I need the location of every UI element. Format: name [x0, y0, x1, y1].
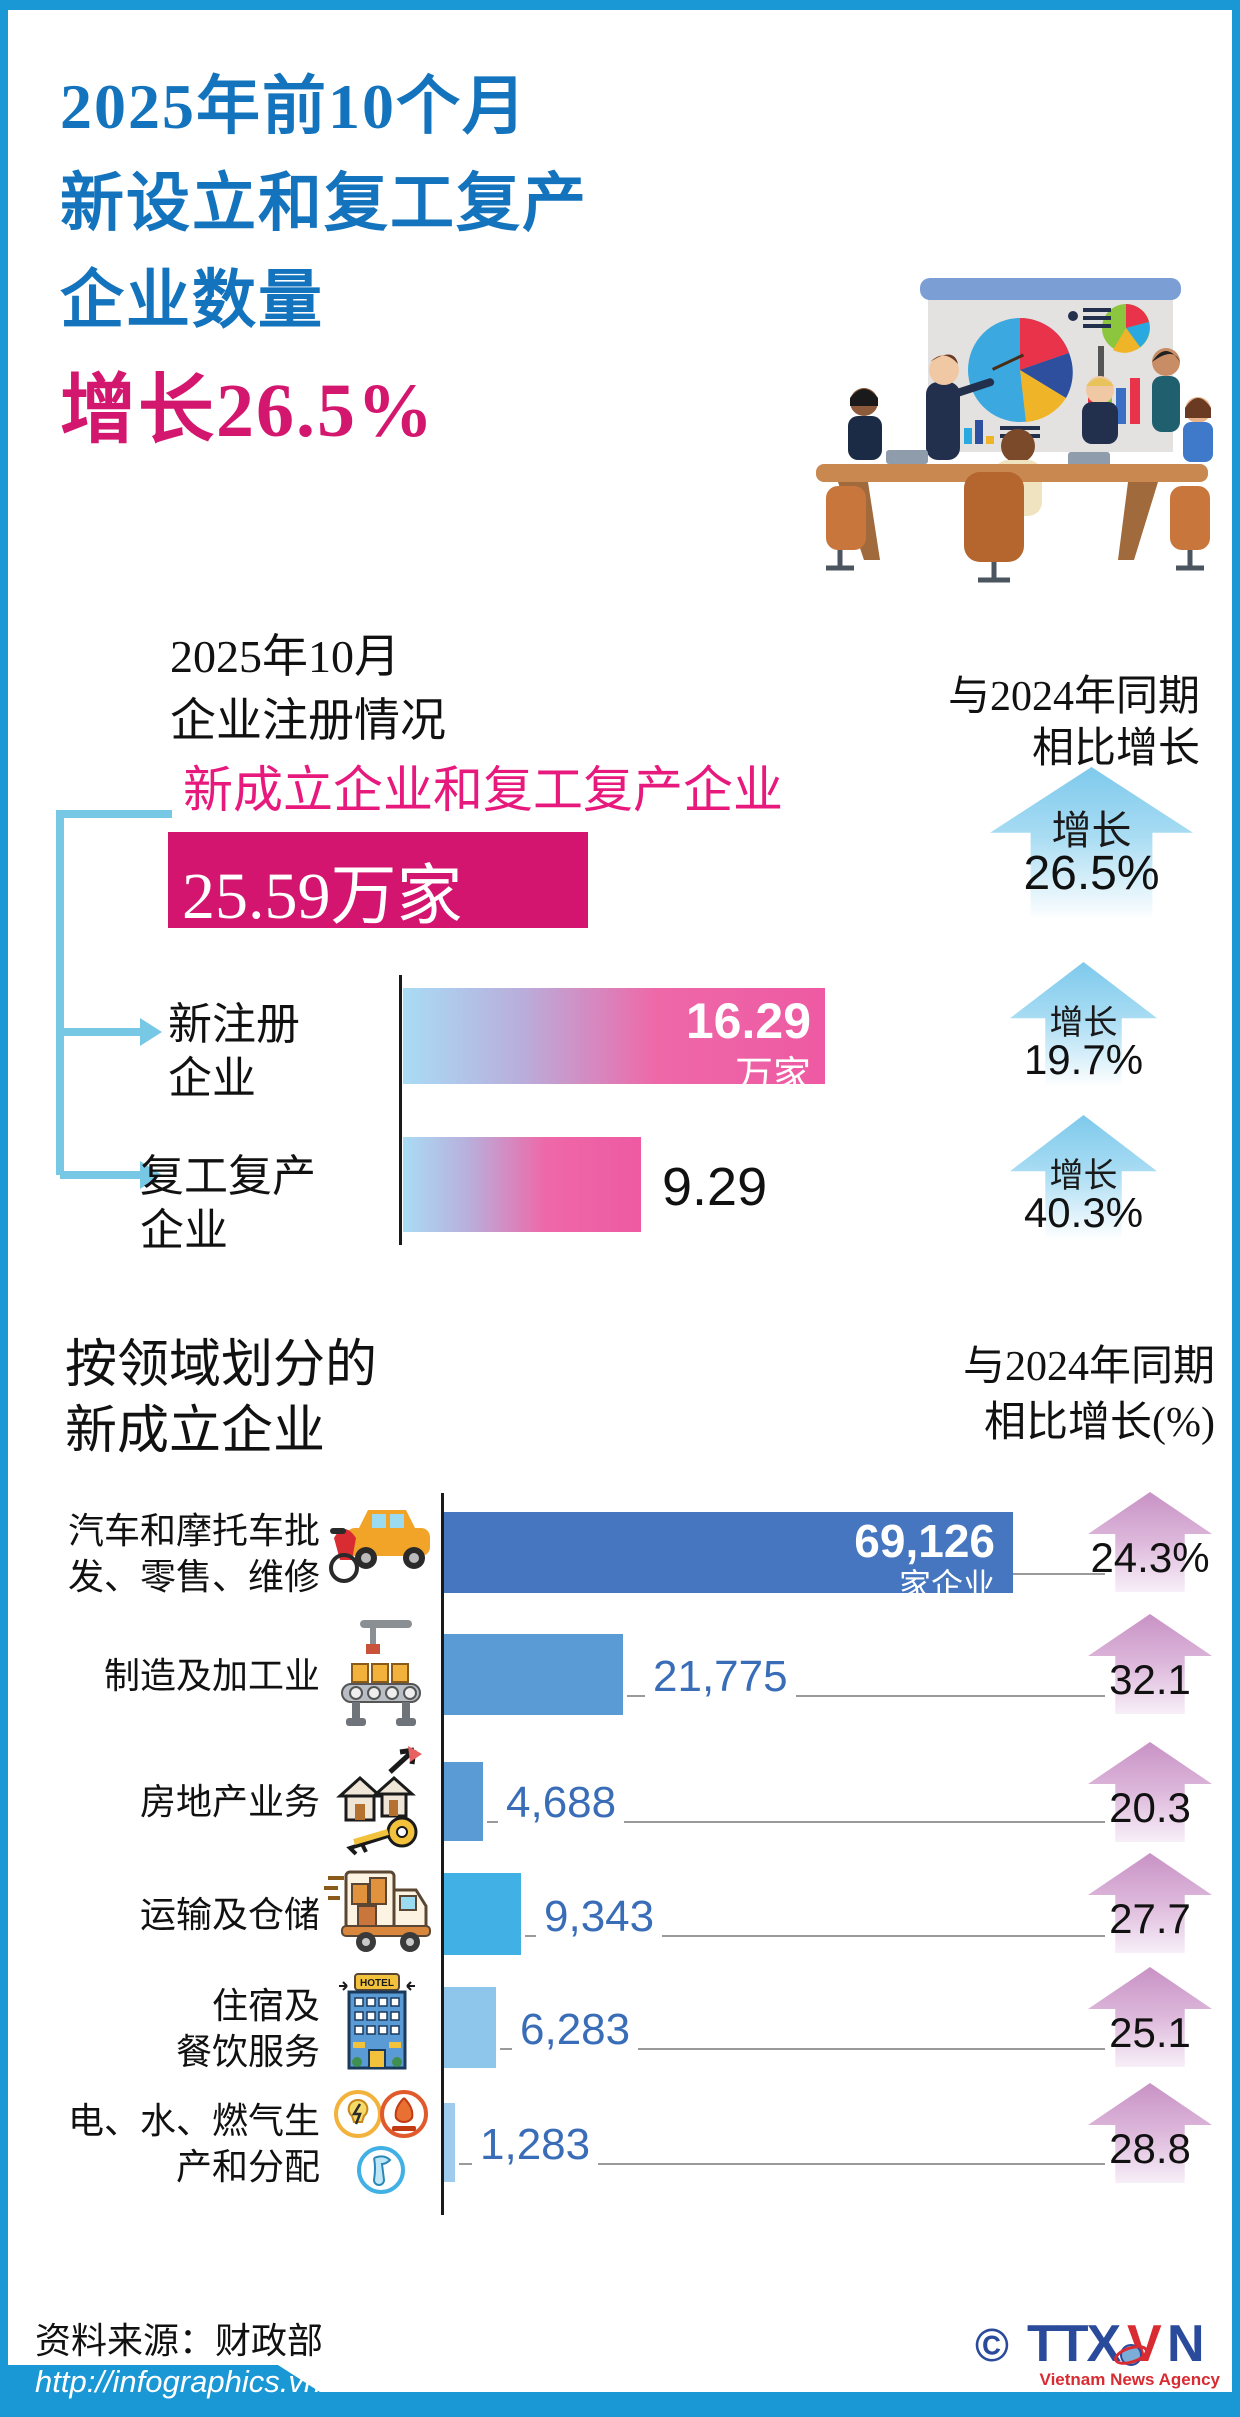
- growth-arrow-total-value: 26.5%: [1023, 847, 1160, 900]
- sector-row4-label: 运输及仓储: [20, 1892, 320, 1938]
- mini-row2-label-line1: 复工复产: [140, 1152, 316, 1201]
- sector-row2-growth: 32.1: [1109, 1656, 1191, 1703]
- section1-heading-line1: 2025年10月: [170, 631, 400, 682]
- sector-row2-line: [627, 1695, 1105, 1697]
- sector-row4-value: 9,343: [536, 1892, 663, 1942]
- footer-band-left: [0, 2365, 278, 2417]
- sector-row2-value: 21,775: [645, 1652, 796, 1702]
- growth-arrow-total-label: 增长: [1051, 808, 1132, 853]
- utilities-icon: [334, 2090, 428, 2194]
- sector-bar-transport: [444, 1873, 521, 1955]
- section2-compare-line2: 相比增长(%): [984, 1400, 1215, 1446]
- sector-row6-line: [459, 2163, 1105, 2165]
- globe-icon: [1114, 2344, 1148, 2366]
- sector-row5-label-line2: 餐饮服务: [175, 2032, 320, 2072]
- sector-chart-axis: [441, 1493, 444, 2215]
- ttxvn-logo-n: N: [1167, 2315, 1205, 2373]
- mini-bar1-value: 16.29: [685, 993, 811, 1049]
- sector-row1-label-line2: 发、零售、维修: [67, 1557, 320, 1597]
- section1-compare-line2: 相比增长: [1031, 726, 1200, 772]
- sector-row6-value: 1,283: [472, 2120, 599, 2170]
- main-title-line2: 新设立和复工复产: [60, 168, 588, 239]
- sector-row3-label: 房地产业务: [20, 1779, 320, 1825]
- sector-row4-line: [525, 1935, 1105, 1937]
- mini-bar1-unit: 万家: [734, 1055, 811, 1097]
- growth-arrow-row2-label: 增长: [1049, 1158, 1118, 1195]
- hotel-icon: HOTEL: [339, 1973, 415, 2070]
- main-title-line3: 企业数量: [60, 265, 324, 336]
- conveyor-icon: [341, 1620, 421, 1726]
- total-value-box: [168, 832, 588, 928]
- copyright-icon: ©: [975, 2319, 1009, 2371]
- section2-heading-line2: 新成立企业: [65, 1403, 326, 1460]
- sector-row1-growth: 24.3%: [1090, 1534, 1210, 1581]
- sector-bar-manufacturing: [444, 1634, 623, 1715]
- total-value-text: 25.59万家: [182, 860, 463, 933]
- section1-compare-line1: 与2024年同期: [947, 674, 1200, 720]
- sector-row5-growth: 25.1: [1109, 2009, 1191, 2056]
- sector-row2-label: 制造及加工业: [20, 1653, 320, 1699]
- real-estate-icon: [336, 1746, 422, 1856]
- sector-bar-auto: [444, 1512, 1013, 1593]
- section1-subtitle: 新成立企业和复工复产企业: [183, 762, 783, 818]
- meeting-illustration: [768, 250, 1233, 600]
- sector-row3-value: 4,688: [498, 1778, 625, 1828]
- mini-row1-label-line2: 企业: [168, 1054, 256, 1103]
- ttxvn-logo-subtext: Vietnam News Agency: [1039, 2370, 1220, 2389]
- mini-bar-new-registered: [403, 988, 825, 1084]
- frame-left: [0, 0, 8, 2417]
- sector-row3-label-line1: 房地产业务: [139, 1782, 320, 1822]
- truck-icon: [324, 1870, 431, 1952]
- frame-right: [1232, 0, 1240, 2417]
- sector-row5-label: 住宿及 餐饮服务: [20, 1983, 320, 2075]
- sector-row3-growth: 20.3: [1109, 1784, 1191, 1831]
- sector-row1-unit: 家企业: [898, 1567, 995, 1603]
- sector-row5-label-line1: 住宿及: [211, 1986, 320, 2026]
- section2-compare-line1: 与2024年同期: [962, 1344, 1215, 1390]
- sector-row2-label-line1: 制造及加工业: [103, 1656, 320, 1696]
- sector-bar-hospitality: [444, 1987, 496, 2068]
- car-motorbike-icon: [329, 1510, 430, 1583]
- frame-top: [0, 0, 1240, 10]
- sector-row1-label-line1: 汽车和摩托车批: [67, 1511, 320, 1551]
- ttxvn-logo-ttx: TTX: [1027, 2315, 1121, 2373]
- sector-row6-label-line2: 产和分配: [175, 2147, 320, 2187]
- source-note: 资料来源：财政部: [35, 2321, 324, 2361]
- sector-row5-value: 6,283: [512, 2005, 639, 2055]
- sector-row6-growth: 28.8: [1109, 2125, 1191, 2172]
- sector-row1-label: 汽车和摩托车批 发、零售、维修: [20, 1508, 320, 1600]
- growth-arrow-row1-label: 增长: [1049, 1005, 1118, 1042]
- main-title-growth: 增长26.5%: [60, 369, 435, 453]
- bracket-connector: [56, 810, 172, 1189]
- growth-arrow-row1-value: 19.7%: [1023, 1036, 1144, 1083]
- mini-bar2-value: 9.29: [662, 1157, 768, 1217]
- footer-url[interactable]: http://infographics.vn: [35, 2364, 322, 2399]
- sector-row3-line: [487, 1821, 1105, 1823]
- section1-heading-line2: 企业注册情况: [170, 695, 446, 746]
- sector-row6-label: 电、水、燃气生 产和分配: [20, 2098, 320, 2190]
- mini-bar-resumed: [403, 1137, 641, 1232]
- sector-bar-realestate: [444, 1762, 483, 1841]
- sector-row1-line: [1013, 1573, 1105, 1575]
- sector-row6-label-line1: 电、水、燃气生: [67, 2101, 320, 2141]
- growth-arrow-row2-value: 40.3%: [1023, 1189, 1144, 1236]
- mini-chart-axis: [399, 975, 402, 1245]
- svg-text:HOTEL: HOTEL: [360, 1978, 394, 1989]
- sector-row5-line: [500, 2048, 1105, 2050]
- mini-row1-label-line1: 新注册: [168, 1000, 300, 1049]
- sector-row4-label-line1: 运输及仓储: [139, 1895, 320, 1935]
- meeting-illustration-svg: [816, 278, 1213, 583]
- sector-row1-value: 69,126: [854, 1515, 995, 1567]
- main-title-line1: 2025年前10个月: [60, 71, 528, 142]
- section2-heading-line1: 按领域划分的: [65, 1337, 378, 1394]
- sector-row4-growth: 27.7: [1109, 1895, 1191, 1942]
- sector-bar-utilities: [444, 2103, 455, 2182]
- mini-row2-label-line2: 企业: [140, 1206, 228, 1255]
- ttxvn-logo: © TTX V N Vietnam News Agency: [975, 2315, 1220, 2389]
